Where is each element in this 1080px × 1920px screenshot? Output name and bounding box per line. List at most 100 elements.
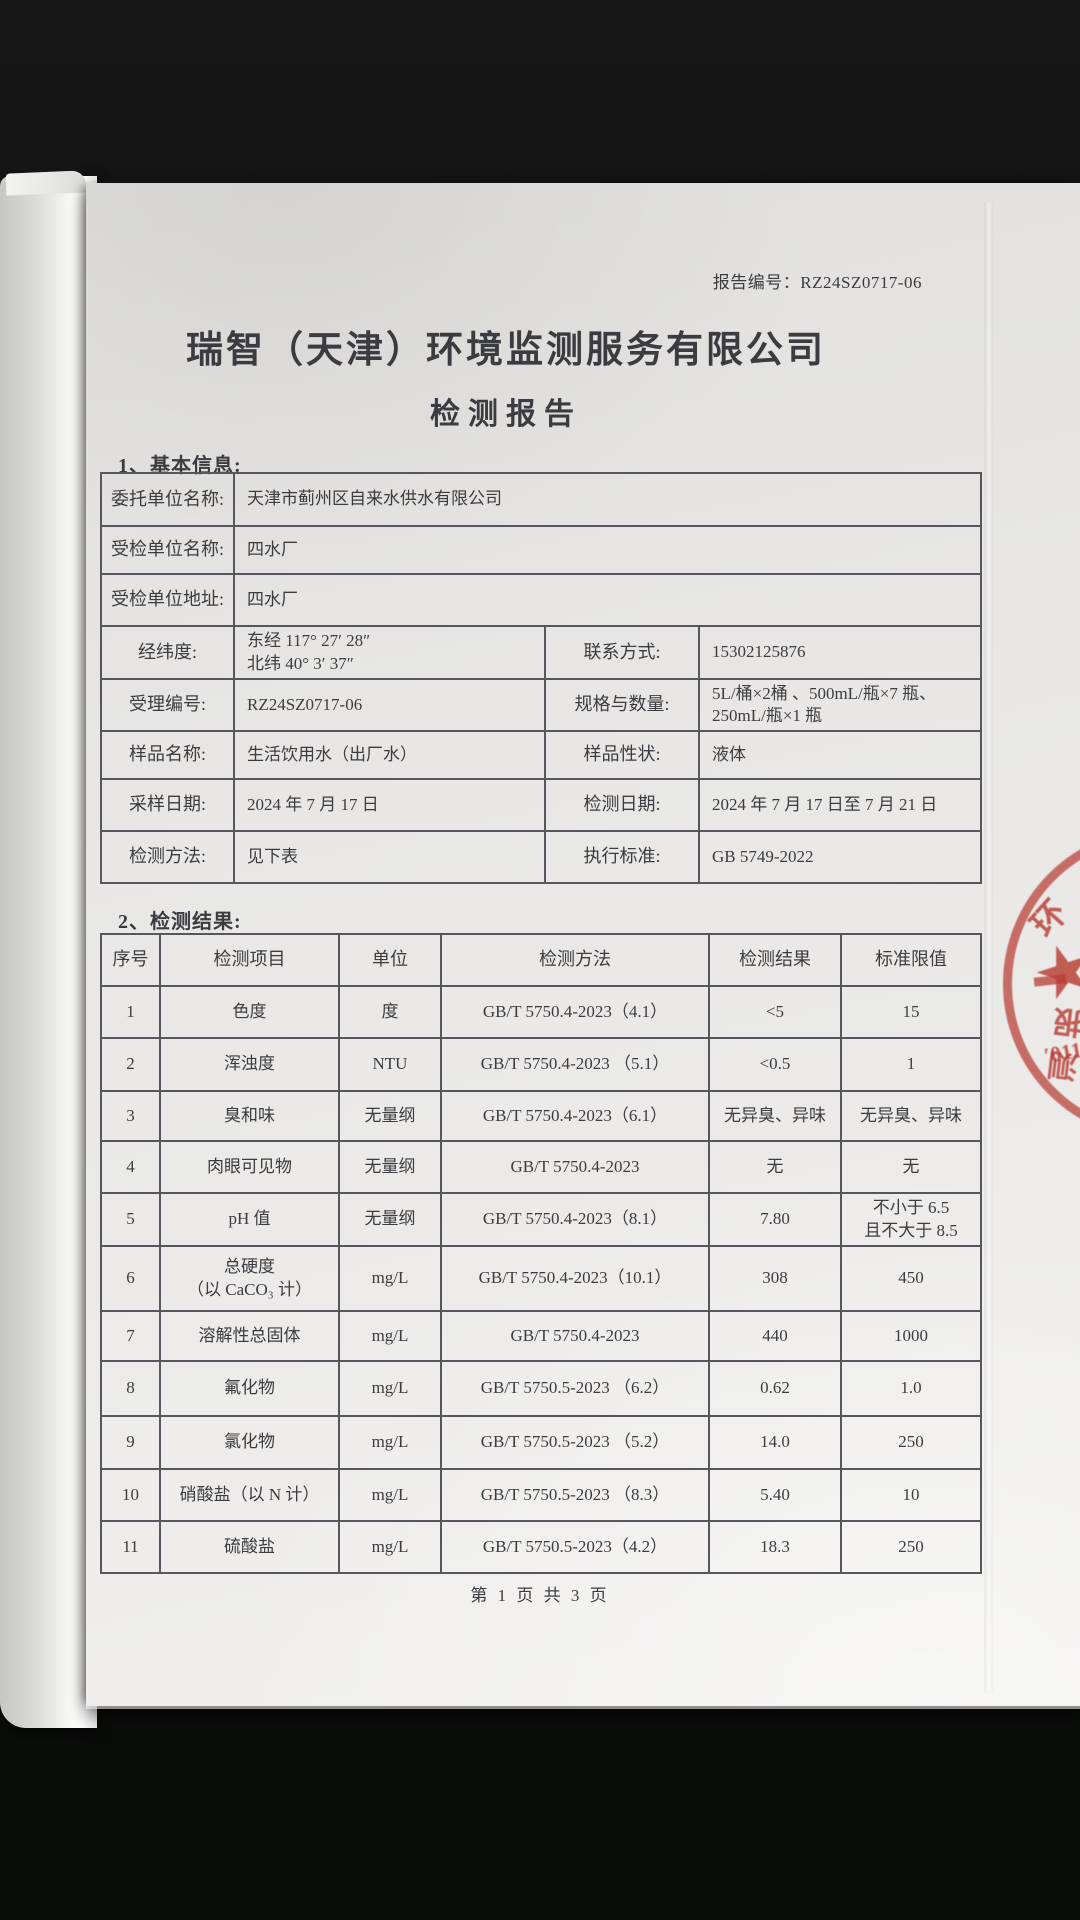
cell-result: 7.80 [708, 1192, 842, 1247]
info-row: 受理编号: RZ24SZ0717-06 规格与数量: 5L/桶×2桶 、500m… [100, 678, 983, 732]
cell-limit: 250 [840, 1415, 982, 1470]
info-label: 联系方式: [544, 625, 700, 680]
cell-seq: 7 [100, 1310, 161, 1362]
info-label: 受检单位地址: [100, 573, 235, 627]
results-tbody: 1 色度度 GB/T 5750.4-2023（4.1） <5 15 2 浑浊度 NTU GB/T… [100, 985, 982, 1574]
cell-method: GB/T 5750.4-2023（8.1） [440, 1192, 710, 1247]
result-row: 8 氟化物 mg/L GB/T 5750.5-2023 （6.2） 0.62 1.0 [100, 1360, 982, 1417]
info-value: 东经 117° 27′ 28″ 北纬 40° 3′ 37″ [233, 625, 546, 680]
cell-limit: 1 [840, 1037, 982, 1092]
result-row: 1 色度度 GB/T 5750.4-2023（4.1） <5 15 [100, 985, 982, 1039]
info-label: 采样日期: [100, 778, 235, 832]
cell-seq: 11 [100, 1520, 161, 1574]
result-row: 4 肉眼可见物 无量纲 GB/T 5750.4-2023 无无 [100, 1140, 982, 1194]
result-row: 9 氯化物 mg/L GB/T 5750.5-2023 （5.2） 14.0 250 [100, 1415, 982, 1470]
info-value: 15302125876 [697, 625, 983, 680]
cell-unit: mg/L [338, 1245, 442, 1312]
cell-seq: 6 [100, 1245, 161, 1312]
cell-unit: NTU [338, 1037, 442, 1092]
cell-seq: 2 [100, 1037, 161, 1092]
cell-limit: 无 [840, 1140, 982, 1194]
info-row: 委托单位名称: 天津市蓟州区自来水供水有限公司 [100, 472, 983, 527]
cell-item: 浑浊度 [159, 1037, 340, 1092]
section-results-title: 2、检测结果: [118, 911, 242, 933]
cell-item: 硫酸盐 [159, 1520, 340, 1574]
report-page: 报告编号：RZ24SZ0717-06 瑞智（天津）环境监测服务有限公司 检测报告… [86, 183, 1080, 1709]
cell-result: 18.3 [708, 1520, 842, 1574]
cell-item: 肉眼可见物 [159, 1140, 340, 1194]
result-row: 3 臭和味 无量纲 GB/T 5750.4-2023（6.1） 无异臭、异味 无异臭、异味 [100, 1090, 982, 1142]
cell-seq: 9 [100, 1415, 161, 1470]
cell-item: 氯化物 [159, 1415, 340, 1470]
info-value: GB 5749-2022 [697, 830, 983, 884]
doc-title: 检测报告 [430, 398, 582, 431]
cell-unit: mg/L [338, 1468, 442, 1522]
cell-item: 臭和味 [159, 1090, 340, 1142]
cell-unit: mg/L [338, 1360, 442, 1417]
company-title: 瑞智（天津）环境监测服务有限公司 [186, 330, 826, 371]
info-value: 四水厂 [232, 573, 983, 627]
cell-result: 0.62 [708, 1360, 842, 1417]
col-header-item: 检测项目 [159, 933, 340, 987]
info-label: 经纬度: [100, 625, 235, 680]
col-header-unit: 单位 [338, 933, 442, 987]
cell-item: 氟化物 [159, 1360, 340, 1417]
info-row: 受检单位名称: 四水厂 [100, 525, 983, 575]
cell-seq: 5 [100, 1192, 161, 1247]
cell-item: 色度 [159, 985, 340, 1039]
info-label: 样品名称: [100, 730, 235, 780]
info-row: 样品名称: 生活饮用水（出厂水） 样品性状: 液体 [100, 730, 983, 780]
cell-result: 5.40 [708, 1468, 842, 1522]
cell-result: 无 [708, 1140, 842, 1194]
info-label: 样品性状: [544, 730, 700, 780]
cell-unit: 无量纲 [338, 1090, 442, 1142]
cell-method: GB/T 5750.5-2023（4.2） [440, 1520, 710, 1574]
cell-result: 无异臭、异味 [708, 1090, 842, 1142]
cell-unit: 无量纲 [338, 1140, 442, 1194]
report-number-label: 报告编号： [712, 273, 801, 292]
cell-item: 总硬度 （以 CaCO₃ 计） [159, 1245, 340, 1312]
cell-seq: 1 [100, 985, 161, 1039]
cell-limit: 不小于 6.5 且不大于 8.5 [840, 1192, 982, 1247]
cell-limit: 无异臭、异味 [840, 1090, 982, 1142]
cell-unit: 度 [338, 985, 442, 1039]
info-value: 液体 [697, 730, 983, 780]
cell-unit: 无量纲 [338, 1192, 442, 1247]
cell-method: GB/T 5750.4-2023 [440, 1140, 710, 1194]
result-row: 10 硝酸盐（以 N 计） mg/L GB/T 5750.5-2023 （8.3） 5.… [100, 1468, 982, 1522]
page-footer: 第 1 页 共 3 页 [470, 1586, 610, 1605]
info-row: 检测方法: 见下表 执行标准: GB 5749-2022 [100, 830, 983, 884]
info-row: 经纬度: 东经 117° 27′ 28″ 北纬 40° 3′ 37″ 联系方式:… [100, 625, 983, 680]
cell-limit: 10 [840, 1468, 982, 1522]
info-value: 2024 年 7 月 17 日 [233, 778, 546, 832]
cell-unit: mg/L [338, 1415, 442, 1470]
cell-method: GB/T 5750.5-2023 （6.2） [440, 1360, 710, 1417]
info-label: 检测日期: [544, 778, 700, 832]
col-header-limit: 标准限值 [840, 933, 982, 987]
section-basic-info-title: 1、基本信息: [118, 455, 242, 477]
cell-limit: 1000 [840, 1310, 982, 1362]
result-row: 7 溶解性总固体 mg/L GB/T 5750.4-2023 440 1000 [100, 1310, 982, 1362]
info-value: RZ24SZ0717-06 [233, 678, 546, 732]
info-value: 天津市蓟州区自来水供水有限公司 [232, 472, 983, 527]
cell-seq: 10 [100, 1468, 161, 1522]
cell-item: 溶解性总固体 [159, 1310, 340, 1362]
cell-limit: 1.0 [840, 1360, 982, 1417]
cell-limit: 15 [840, 985, 982, 1039]
info-label: 规格与数量: [544, 678, 700, 732]
paper-crease [984, 203, 993, 1693]
cell-result: 14.0 [708, 1415, 842, 1470]
cell-method: GB/T 5750.4-2023（6.1） [440, 1090, 710, 1142]
report-number-line: 报告编号：RZ24SZ0717-06 [713, 268, 922, 293]
info-value: 四水厂 [232, 525, 983, 575]
result-row: 2 浑浊度 NTU GB/T 5750.4-2023 （5.1） <0.5 1 [100, 1037, 982, 1092]
result-row: 11 硫酸盐 mg/L GB/T 5750.5-2023（4.2） 18.3 250 [100, 1520, 982, 1574]
cell-limit: 250 [840, 1520, 982, 1574]
flipped-pages-edge [0, 176, 97, 1728]
cell-unit: mg/L [338, 1520, 442, 1574]
cell-method: GB/T 5750.4-2023 [440, 1310, 710, 1362]
cell-seq: 4 [100, 1140, 161, 1194]
cell-method: GB/T 5750.4-2023（10.1） [440, 1245, 710, 1312]
col-header-method: 检测方法 [440, 933, 710, 987]
